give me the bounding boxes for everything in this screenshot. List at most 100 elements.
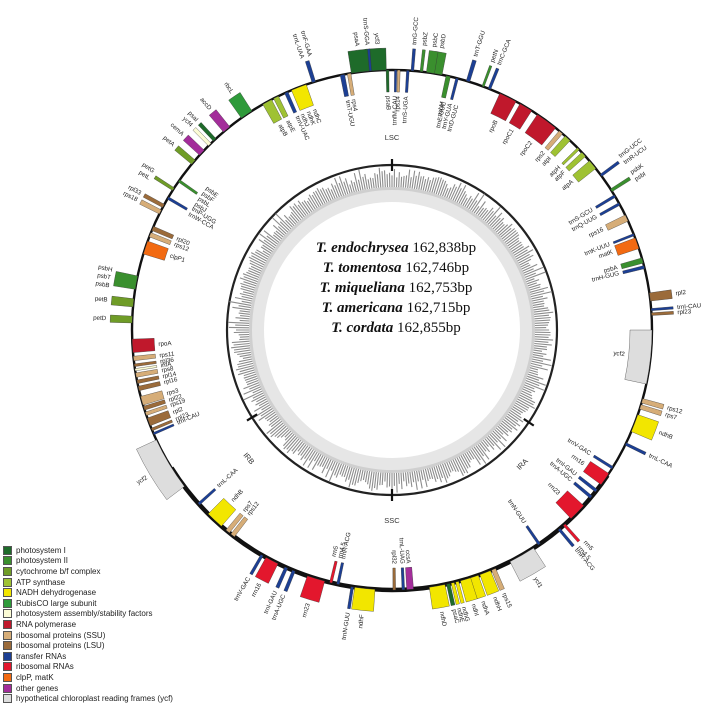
gene-label-psba: psbA [603, 264, 619, 275]
legend-item-ribosomal-rnas: ribosomal RNAs [3, 662, 223, 673]
gene-psbb [113, 271, 138, 290]
gene-psba [620, 257, 644, 270]
legend-label: clpP, matK [16, 672, 54, 682]
gene-trnr-acg [557, 528, 575, 548]
gene-label-rpoc2: rpoC2 [518, 139, 534, 157]
legend-item-cytochrome-b-f-complex: cytochrome b/f complex [3, 566, 223, 577]
legend-label: RubisCO large subunit [16, 598, 97, 608]
gene-rps12 [230, 516, 249, 538]
legend-swatch [3, 641, 12, 651]
gene-label-rrn5: rrn5 [331, 545, 341, 558]
gene-label-trnr-acg: trnR-ACG [340, 531, 353, 559]
gene-label-rps16: rps16 [588, 226, 605, 239]
gene-psbj [177, 179, 199, 195]
gene-rps3 [140, 390, 165, 406]
gene-rpl16 [137, 381, 161, 391]
region-label-ira: IRA [515, 457, 530, 472]
gene-label-rpl2: rpl2 [675, 289, 687, 297]
gene-trna-ugc [573, 481, 593, 499]
gene-rrn23 [555, 490, 584, 519]
gene-atph [561, 147, 580, 166]
gene-label-rrn23: rrn23 [546, 481, 562, 497]
legend-swatch [3, 683, 12, 693]
gene-ndhe [450, 582, 460, 605]
legend-item-ribosomal-proteins-lsu: ribosomal proteins (LSU) [3, 640, 223, 651]
gene-ndhb [631, 414, 659, 441]
gene-label-rps8: rps8 [161, 365, 175, 374]
gene-rpl2 [649, 289, 673, 302]
gene-ycf4 [192, 127, 212, 147]
gene-trnl-uaa [305, 60, 316, 83]
legend-swatch [3, 566, 12, 576]
legend-label: ribosomal RNAs [16, 662, 74, 672]
gene-rps4 [347, 73, 355, 96]
species-line-3: T. miqueliana 162,753bp [320, 280, 473, 296]
gene-rps12 [149, 232, 172, 245]
gene-label-trnl-caa: trnL-CAA [216, 466, 240, 489]
gene-label-rps7: rps7 [664, 411, 678, 421]
gene-trnw-cca [167, 196, 188, 211]
gene-trne-uuc [450, 77, 459, 101]
gene-rpl32 [392, 567, 396, 591]
gene-ndhb [207, 498, 237, 527]
gene-ccsa [405, 566, 414, 590]
gene-clpp1 [143, 240, 169, 261]
gene-label-matk: matK [598, 248, 615, 260]
gene-trns-uga [405, 70, 410, 93]
region-label-lsc: LSC [385, 133, 400, 142]
gene-rpob [490, 93, 517, 122]
gene-label-ycf3: ycf3 [373, 33, 381, 45]
gene-trnl-caa [197, 488, 217, 506]
gene-rps16 [605, 214, 629, 231]
gene-trnt-ugu [339, 74, 349, 97]
gene-label-rpob: rpoB [488, 119, 500, 134]
gene-trna-ugc [283, 569, 296, 592]
gene-rpl36 [134, 360, 157, 367]
gene-label-rps14: rps14 [394, 95, 401, 111]
legend-swatch [3, 630, 12, 640]
gene-petn [481, 65, 493, 88]
gene-rps18 [139, 199, 162, 215]
legend-item-transfer-rnas: transfer RNAs [3, 651, 223, 662]
gene-ndhd [429, 584, 450, 610]
gene-peta [174, 145, 196, 165]
legend-swatch [3, 545, 12, 555]
gene-label-trnl-caa: trnL-CAA [647, 452, 674, 470]
species-line-2: T. tomentosa 162,746bp [323, 260, 469, 276]
gene-label-psac: psaC [450, 608, 460, 624]
gene-label-ndhe: ndhE [455, 607, 465, 623]
gene-label-rpl23: rpl23 [677, 308, 692, 316]
legend-label: photosystem assembly/stability factors [16, 609, 153, 619]
gene-rrn16 [255, 557, 279, 584]
gene-label-rpl32: rpl32 [390, 550, 397, 564]
gene-psab [385, 69, 390, 93]
gene-atpf [565, 152, 586, 172]
gene-label-psbm: psbM [436, 101, 446, 117]
gene-label-trni-cau: trnI-CAU [677, 302, 702, 311]
gene-trni-cau [152, 423, 175, 435]
gene-rpoa [131, 338, 156, 353]
gene-rps8 [135, 369, 159, 378]
legend-label: other genes [16, 683, 59, 693]
gene-label-psaa: psaA [352, 32, 361, 48]
gene-label-psbd: psbD [438, 33, 447, 49]
gene-petl [153, 175, 175, 191]
legend-label: photosystem I [16, 545, 66, 555]
gene-atpi [550, 135, 571, 157]
gene-trng-gcc [410, 48, 416, 72]
gene-label-trnn-guu: trnN-GUU [506, 498, 527, 525]
gene-label-infa: infA [160, 361, 172, 370]
gene-label-rps11: rps11 [159, 351, 175, 360]
legend-label: ATP synthase [16, 577, 66, 587]
legend-swatch [3, 651, 12, 661]
gene-psbm [441, 75, 451, 99]
region-label-ssc: SSC [384, 516, 400, 525]
legend-item-photosystem-ii: photosystem II [3, 556, 223, 567]
gene-label-rpl2: rpl2 [172, 406, 185, 416]
gene-ycf2 [136, 439, 185, 500]
gene-label-rrn23: rrn23 [301, 602, 312, 618]
gene-ycf2 [624, 329, 653, 385]
legend-item-photosystem-assembly-stability-factors: photosystem assembly/stability factors [3, 609, 223, 620]
gene-label-rps4: rps4 [350, 99, 359, 113]
